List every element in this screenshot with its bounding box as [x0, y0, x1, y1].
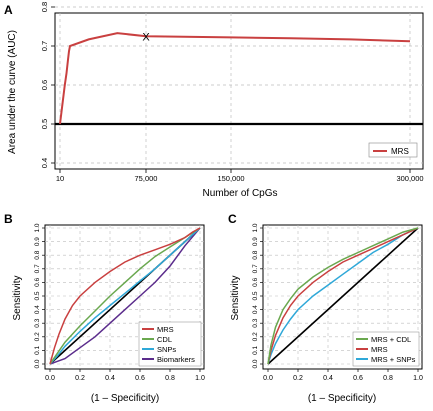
panel-c-reference-diagonal [267, 227, 419, 365]
panel-c-xtick-label: 0.4 [323, 375, 333, 382]
panel-a-xtick-label: 75,000 [135, 174, 158, 183]
panel-b-plot-frame [44, 224, 205, 370]
panel-c-ytick-label: 1.0 [252, 223, 259, 232]
panel-c-ytick-label: 0.3 [252, 318, 259, 327]
panel-c-xlabel: (1 – Specificity) [308, 393, 376, 404]
panel-b-ytick-label: 0.1 [34, 346, 41, 355]
panel-c-legend-label-mrs-cdl: MRS + CDL [371, 335, 411, 344]
panel-a-xtick-label: 10 [56, 174, 64, 183]
panel-c-series-mrs-snps [267, 227, 419, 365]
panel-b-ytick-label: 0.5 [34, 291, 41, 300]
panel-b-series-mrs [49, 227, 201, 365]
panel-b-legend-label-biomarkers: Biomarkers [157, 355, 195, 364]
panel-c-xtick-label: 0.8 [383, 375, 393, 382]
panel-c-plot-frame [262, 224, 423, 370]
panel-a-plot-frame [54, 12, 424, 170]
panel-c-ytick-label: 0.5 [252, 291, 259, 300]
panel-b-ytick-label: 0.4 [34, 305, 41, 314]
panel-c-ytick-label: 0.9 [252, 237, 259, 246]
panel-b-xtick-label: 0.6 [135, 375, 145, 382]
panel-c-xtick-label: 0.0 [263, 375, 273, 382]
panel-b-ytick-label: 0.9 [34, 237, 41, 246]
panel-c-series-mrs-cdl [267, 227, 419, 365]
panel-b-ytick-label: 0.6 [34, 278, 41, 287]
panel-c-plot: 0.0 0.1 0.2 0.3 0.4 0.5 0.6 0.7 0.8 0.9 1.0 0.0 0.2 0… [252, 223, 423, 382]
panel-c-ytick-label: 0.4 [252, 305, 259, 314]
panel-a-ytick-label: 0.8 [40, 2, 49, 12]
panel-c-ytick-label: 0.1 [252, 346, 259, 355]
panel-c-xtick-label: 0.6 [353, 375, 363, 382]
panel-b-xtick-label: 1.0 [195, 375, 205, 382]
panel-a-ytick-label: 0.4 [40, 158, 49, 168]
panel-a-xtick-label: 300,000 [396, 174, 423, 183]
panel-b-label: B [4, 212, 13, 226]
panel-c-xtick-label: 0.2 [293, 375, 303, 382]
panel-a-legend-box [368, 142, 418, 158]
panel-c-ytick-label: 0.6 [252, 278, 259, 287]
panel-a-plot: 0.4 0.5 0.6 0.7 0.8 10 75,000 150,000 300,000 X MR… [40, 2, 424, 183]
panel-b-xtick-label: 0.8 [165, 375, 175, 382]
panel-b-ytick-label: 0.2 [34, 332, 41, 341]
panel-c-legend-label-mrs-snps: MRS + SNPs [371, 355, 416, 364]
panel-b-xlabel: (1 – Specificity) [91, 393, 159, 404]
panel-b-series-snps [49, 227, 201, 365]
panel-a-xlabel: Number of CpGs [202, 188, 277, 199]
panel-b-ytick-label: 1.0 [34, 223, 41, 232]
panel-c-label: C [228, 212, 237, 226]
panel-c-ytick-label: 0.7 [252, 264, 259, 273]
panel-c-series-mrs [267, 227, 419, 365]
panel-b-series-biomarkers [49, 227, 201, 365]
panel-a-legend-label-mrs: MRS [391, 147, 409, 156]
panel-c-ytick-label: 0.8 [252, 250, 259, 259]
panel-a-ytick-label: 0.5 [40, 119, 49, 129]
panel-b-legend-label-cdl: CDL [157, 335, 172, 344]
panel-a-ytick-label: 0.6 [40, 80, 49, 90]
panel-c-ylabel: Sensitivity [230, 275, 241, 320]
panel-a-label: A [4, 3, 13, 17]
panel-c-ytick-label: 0.0 [252, 359, 259, 368]
panel-c-legend-label-mrs: MRS [371, 345, 388, 354]
panel-a-ytick-label: 0.7 [40, 41, 49, 51]
panel-b-xtick-label: 0.4 [105, 375, 115, 382]
panel-b-ytick-label: 0.0 [34, 359, 41, 368]
panel-a-marker: X [142, 31, 150, 43]
panel-b-ylabel: Sensitivity [12, 275, 23, 320]
panel-b-xtick-label: 0.2 [75, 375, 85, 382]
panel-c-xtick-label: 1.0 [413, 375, 423, 382]
panel-b-ytick-label: 0.7 [34, 264, 41, 273]
panel-a-series-mrs [59, 32, 411, 125]
panel-b-xtick-label: 0.0 [45, 375, 55, 382]
panel-b-ytick-label: 0.3 [34, 318, 41, 327]
panel-b-series-cdl [49, 227, 201, 365]
panel-b-legend-label-mrs: MRS [157, 325, 174, 334]
panel-b-ytick-label: 0.8 [34, 250, 41, 259]
panel-a-ylabel: Area under the curve (AUC) [7, 30, 18, 154]
panel-b-plot: 0.0 0.1 0.2 0.3 0.4 0.5 0.6 0.7 0.8 0.9 1.0 0.0 0.2 0… [34, 223, 205, 382]
panel-a-xtick-label: 150,000 [217, 174, 244, 183]
panel-b-legend-label-snps: SNPs [157, 345, 176, 354]
panel-c-ytick-label: 0.2 [252, 332, 259, 341]
